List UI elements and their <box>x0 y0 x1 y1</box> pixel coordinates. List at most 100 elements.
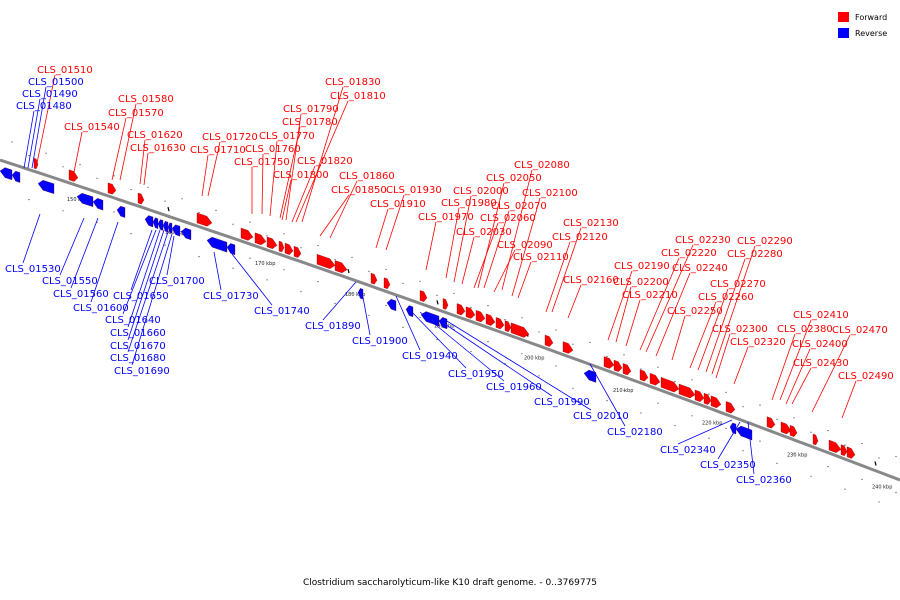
forward-gene-arrow <box>475 310 486 323</box>
leader-line <box>567 284 582 319</box>
leader-line <box>279 126 301 219</box>
reverse-gene-arrow <box>152 217 159 229</box>
forward-gene-arrow <box>383 277 391 289</box>
leader-line <box>139 139 146 185</box>
tick-dot <box>640 412 642 414</box>
leader-line <box>231 253 273 306</box>
tick-mark <box>874 461 877 466</box>
tick-dot <box>334 302 336 305</box>
tick-dot <box>436 294 438 296</box>
tick-dot <box>776 418 778 420</box>
leader-line <box>473 222 499 289</box>
tick-dot <box>623 354 625 356</box>
gene-label: CLS_01990 <box>534 397 590 408</box>
leader-line <box>477 182 505 289</box>
leader-line <box>425 221 437 271</box>
tick-dot <box>555 329 557 331</box>
tick-dot <box>317 281 319 283</box>
tick-label: 170 kbp <box>255 261 275 267</box>
leader-line <box>281 179 292 221</box>
leader-line <box>483 210 510 289</box>
leader-line <box>322 281 357 321</box>
tick-dot <box>606 356 608 358</box>
leader-line <box>127 229 161 328</box>
forward-gene-arrow <box>812 433 819 446</box>
tick-dot <box>742 450 744 452</box>
leader-line <box>705 258 746 373</box>
gene-label: CLS_01780 <box>282 117 338 128</box>
reverse-gene-arrow <box>37 180 55 195</box>
leader-line <box>511 197 541 297</box>
tick-dot <box>844 444 846 446</box>
leader-line <box>207 141 221 197</box>
reverse-gene-arrow <box>386 298 397 312</box>
gene-label: CLS_02230 <box>675 235 731 246</box>
leader-line <box>127 229 165 341</box>
tick-dot <box>589 341 591 343</box>
tick-dot <box>895 491 897 494</box>
legend-forward-label: Forward <box>855 12 888 22</box>
leader-line <box>493 249 516 293</box>
gene-label: CLS_01690 <box>114 366 170 377</box>
forward-gene-arrow <box>562 341 574 354</box>
gene-label: CLS_02200 <box>613 277 669 288</box>
tick-dot <box>691 379 693 381</box>
leader-line <box>689 301 717 369</box>
reverse-gene-arrow <box>171 224 181 237</box>
tick-label: 200 kbp <box>524 356 544 362</box>
tick-dot <box>181 234 183 236</box>
leader-line <box>122 229 157 315</box>
forward-gene-arrow <box>68 169 79 182</box>
gene-label: CLS_01800 <box>273 170 329 181</box>
tick-dot <box>385 268 387 270</box>
forward-gene-arrow <box>196 212 213 227</box>
tick-dot <box>555 365 557 367</box>
forward-gene-arrow <box>107 182 117 195</box>
leader-line <box>319 194 350 237</box>
tick-dots <box>11 141 897 503</box>
leader-line <box>733 346 749 385</box>
gene-label: CLS_01810 <box>330 91 386 102</box>
leader-line <box>501 169 533 291</box>
tick-dot <box>521 353 523 355</box>
tick-label: 220 kbp <box>702 421 722 427</box>
tick-dot <box>266 279 268 281</box>
tick-dot <box>861 478 863 481</box>
tick-dot <box>198 212 200 214</box>
tick-mark <box>167 206 170 212</box>
tick-dot <box>266 235 268 237</box>
gene-label: CLS_01620 <box>127 130 183 141</box>
tick-dot <box>606 400 608 402</box>
leader-line <box>59 217 85 276</box>
leader-line <box>385 194 405 251</box>
gene-label: CLS_01940 <box>402 351 458 362</box>
gene-label: CLS_02430 <box>793 358 849 369</box>
tick-dot <box>504 319 506 321</box>
leader-line <box>441 317 592 411</box>
tick-dot <box>317 245 319 247</box>
forward-gene-arrow <box>639 369 649 382</box>
gene-label: CLS_01760 <box>245 144 301 155</box>
leader-line <box>213 251 222 291</box>
gene-label: CLS_01730 <box>203 291 259 302</box>
reverse-gene-arrow <box>735 425 753 441</box>
forward-gene-arrow <box>544 334 554 347</box>
gene-label: CLS_01710 <box>190 145 246 156</box>
reverse-gene-arrow <box>167 222 173 234</box>
tick-dot <box>198 256 200 258</box>
reverse-gene-arrow <box>162 221 169 233</box>
tick-dot <box>62 166 64 168</box>
gene-label: CLS_02100 <box>522 188 578 199</box>
leader-line <box>785 348 811 405</box>
gene-label: CLS_02410 <box>793 310 849 321</box>
gene-label: CLS_01820 <box>297 156 353 167</box>
forward-gene-arrow <box>789 425 798 437</box>
tick-label: 180 kbp <box>345 292 365 298</box>
forward-gene-arrow <box>828 439 842 453</box>
forward-gene-arrow <box>703 392 712 405</box>
tick-dot <box>861 442 863 445</box>
gene-label: CLS_01550 <box>42 276 98 287</box>
leader-line <box>615 286 632 343</box>
tick-dot <box>470 306 472 309</box>
gene-label: CLS_02240 <box>672 263 728 274</box>
